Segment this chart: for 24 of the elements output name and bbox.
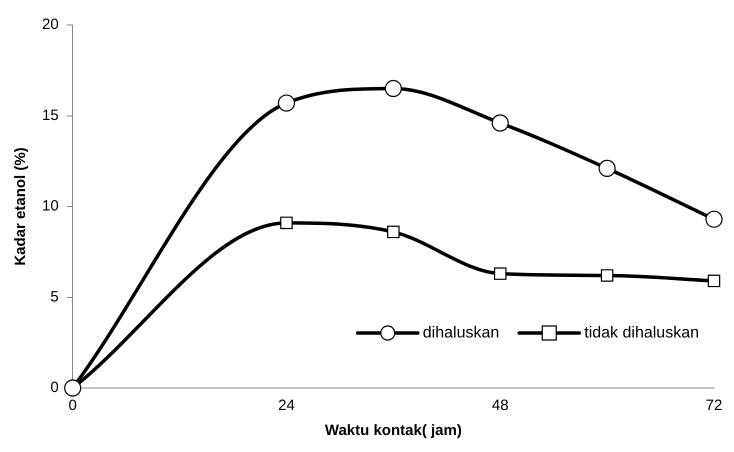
point	[600, 269, 614, 282]
y-tick-label: 0	[50, 379, 59, 396]
y-tick-label: 10	[42, 198, 59, 215]
x-tick-label: 0	[68, 397, 77, 414]
point	[278, 94, 296, 112]
x-tick-label: 24	[278, 397, 295, 414]
y-tick-label: 20	[42, 16, 59, 34]
x-tick-label: 48	[492, 397, 509, 414]
point	[598, 160, 616, 177]
point	[492, 114, 509, 132]
point	[280, 216, 293, 230]
point	[494, 267, 506, 280]
legend-label: dihaluskan	[422, 324, 500, 342]
x-tick-label: 72	[706, 397, 722, 414]
point	[387, 226, 400, 238]
y-tick-label: 15	[42, 106, 59, 124]
point	[64, 379, 82, 397]
legend-label: tidak dihaluskan	[584, 324, 700, 342]
x-axis-title: Waktu kontak( jam)	[324, 422, 462, 440]
point	[708, 274, 720, 288]
point	[384, 80, 402, 98]
y-tick-label: 5	[50, 288, 59, 306]
point	[705, 210, 723, 228]
y-axis-title: Kadar etanol (%)	[12, 147, 30, 266]
